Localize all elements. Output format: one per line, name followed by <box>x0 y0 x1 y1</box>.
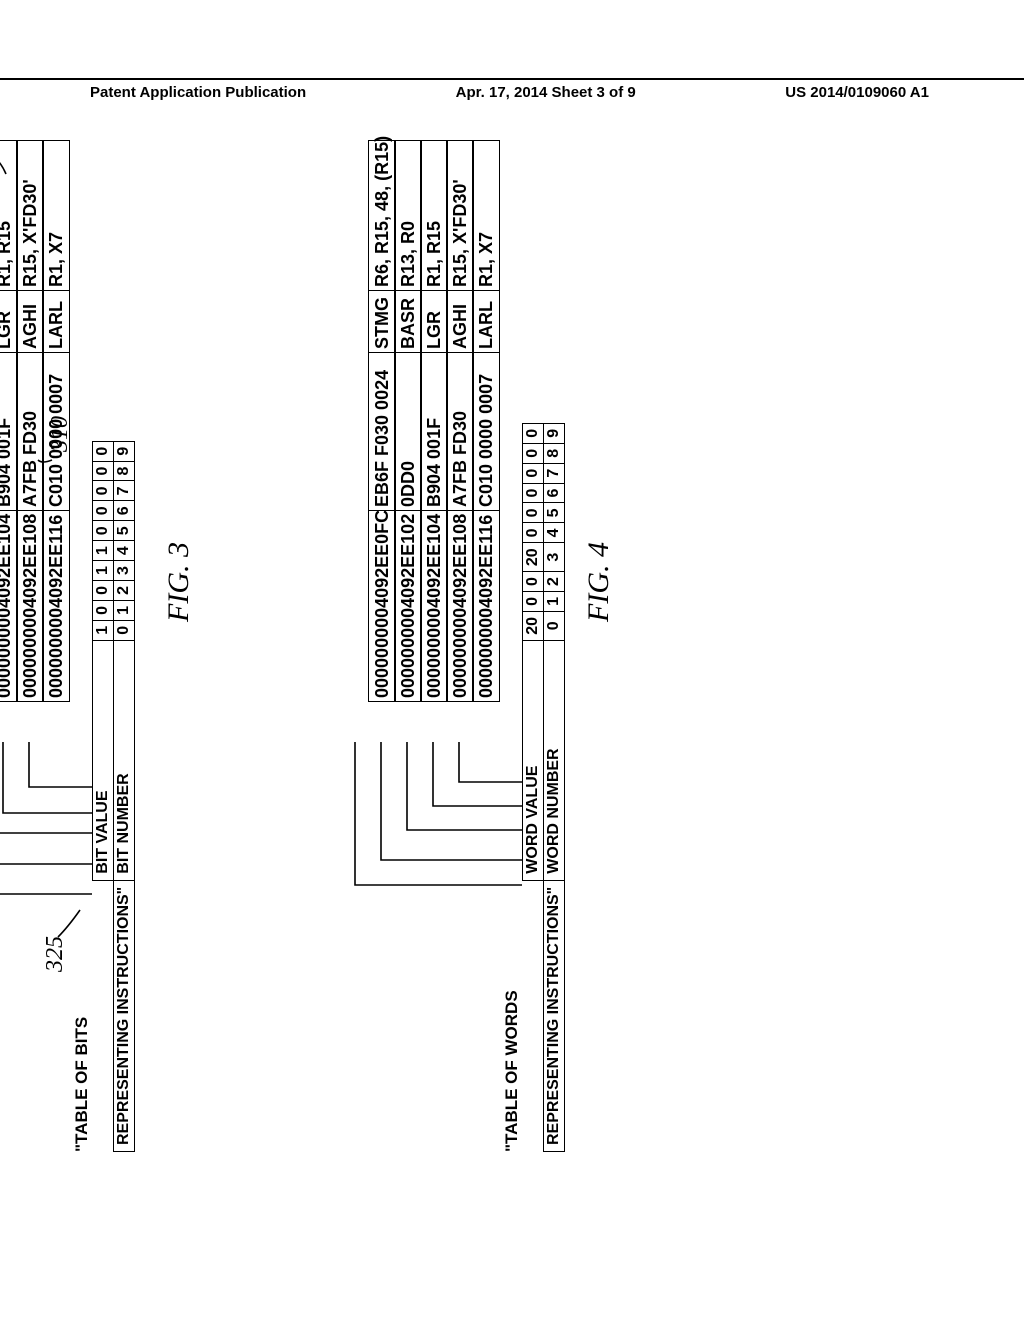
word-cell: 8 <box>544 443 565 463</box>
bit-cell: 3 <box>114 561 135 581</box>
word-cell: 0 <box>523 483 544 503</box>
word-cell: 20 <box>523 611 544 640</box>
bit-cell: 9 <box>114 441 135 461</box>
bit-cell: 0 <box>93 481 114 501</box>
callout-325: 325 <box>42 936 69 972</box>
code-table-fig4: 0000000004092EE0FCEB6F F030 0024STMGR6, … <box>342 140 472 742</box>
word-cell: 0 <box>523 503 544 523</box>
code-row: 0000000004092EE0FCEB6F F030 0024STMGR6, … <box>342 140 368 742</box>
addr-cell: 0000000004092EE102 <box>394 510 422 702</box>
hex-cell: B904 001F <box>420 352 448 510</box>
bit-number-label: BIT NUMBER <box>114 640 135 880</box>
instr-label: REPRESENTING INSTRUCTIONS" <box>544 880 565 1151</box>
operand-cell: R15, X'FD30' <box>446 140 474 290</box>
operand-cell: R1, X7 <box>472 140 500 290</box>
bit-cell: 4 <box>114 541 135 561</box>
bit-cell: 7 <box>114 481 135 501</box>
hex-cell: 0DD0 <box>394 352 422 510</box>
header-mid: Apr. 17, 2014 Sheet 3 of 9 <box>456 84 636 101</box>
word-cell: 4 <box>544 523 565 543</box>
bit-cell: 0 <box>93 600 114 620</box>
code-table-fig3: 0000000004092EE0FCEB6F F030 0024STMGR6, … <box>0 140 42 742</box>
table-title-fig4: "TABLE OF WORDS <box>502 990 522 1152</box>
hex-cell: A7FB FD30 <box>16 352 44 510</box>
bit-value-row: BIT VALUE 1 0 0 1 1 0 0 0 0 0 <box>93 441 114 1151</box>
word-cell: 5 <box>544 503 565 523</box>
operand-cell: R13, R0 <box>394 140 422 290</box>
hex-cell: EB6F F030 0024 <box>368 352 396 510</box>
word-cell: 6 <box>544 483 565 503</box>
bit-value-label: BIT VALUE <box>93 640 114 880</box>
word-number-row: REPRESENTING INSTRUCTIONS" WORD NUMBER 0… <box>544 423 565 1151</box>
addr-cell: 0000000004092EE108 <box>446 510 474 702</box>
bit-cell: 8 <box>114 461 135 481</box>
mnemonic-cell: BASR <box>394 290 422 352</box>
bit-cell: 1 <box>93 541 114 561</box>
bit-cell: 0 <box>114 620 135 640</box>
bit-cell: 1 <box>93 561 114 581</box>
hex-cell: C010 0000 0007 <box>42 352 70 510</box>
bit-cell: 6 <box>114 501 135 521</box>
word-cell: 0 <box>523 572 544 592</box>
word-cell: 0 <box>523 523 544 543</box>
word-cell: 0 <box>523 463 544 483</box>
operand-cell: R1, R15 <box>420 140 448 290</box>
word-cell: 0 <box>544 611 565 640</box>
hex-cell: C010 0000 0007 <box>472 352 500 510</box>
mnemonic-cell: STMG <box>368 290 396 352</box>
table-title-fig3: "TABLE OF BITS <box>72 1017 92 1152</box>
operand-cell: R15, X'FD30' <box>16 140 44 290</box>
bit-cell: 5 <box>114 521 135 541</box>
word-number-label: WORD NUMBER <box>544 640 565 880</box>
page-header: Patent Application Publication Apr. 17, … <box>0 78 1024 101</box>
operand-cell: R6, R15, 48, (R15) <box>368 140 396 290</box>
hex-cell: A7FB FD30 <box>446 352 474 510</box>
addr-cell: 0000000004092EE116 <box>472 510 500 702</box>
word-cell: 7 <box>544 463 565 483</box>
mnemonic-cell: LARL <box>42 290 70 352</box>
bit-cell: 0 <box>93 581 114 601</box>
word-cell: 0 <box>523 443 544 463</box>
word-cell: 9 <box>544 423 565 443</box>
word-value-label: WORD VALUE <box>523 640 544 880</box>
mnemonic-cell: LARL <box>472 290 500 352</box>
word-cell: 20 <box>523 543 544 572</box>
bit-cell: 0 <box>93 441 114 461</box>
bit-table: BIT VALUE 1 0 0 1 1 0 0 0 0 0 REPRESENTI… <box>92 441 135 1152</box>
mnemonic-cell: LGR <box>420 290 448 352</box>
bit-number-row: REPRESENTING INSTRUCTIONS" BIT NUMBER 0 … <box>114 441 135 1151</box>
header-right: US 2014/0109060 A1 <box>785 84 1024 101</box>
word-cell: 0 <box>523 592 544 612</box>
bit-cell: 0 <box>93 521 114 541</box>
word-table: WORD VALUE 20 0 0 20 0 0 0 0 0 0 REPRESE… <box>522 423 565 1152</box>
fig4-caption: FIG. 4 <box>582 542 616 622</box>
bit-cell: 1 <box>93 620 114 640</box>
header-left: Patent Application Publication <box>0 84 306 101</box>
addr-cell: 0000000004092EE116 <box>42 510 70 702</box>
addr-cell: 0000000004092EE0FC <box>368 510 396 702</box>
addr-cell: 0000000004092EE108 <box>16 510 44 702</box>
bit-cell: 2 <box>114 581 135 601</box>
figure-canvas: 302 304 306 308 310 325 0000000004092EE0… <box>0 248 1024 1172</box>
bit-cell: 0 <box>93 501 114 521</box>
mnemonic-cell: AGHI <box>446 290 474 352</box>
word-cell: 0 <box>523 423 544 443</box>
bit-cell: 1 <box>114 600 135 620</box>
word-cell: 3 <box>544 543 565 572</box>
fig3-caption: FIG. 3 <box>162 542 196 622</box>
instr-label: REPRESENTING INSTRUCTIONS" <box>114 880 135 1151</box>
word-cell: 2 <box>544 572 565 592</box>
mnemonic-cell: AGHI <box>16 290 44 352</box>
bit-cell: 0 <box>93 461 114 481</box>
operand-cell: R1, X7 <box>42 140 70 290</box>
word-value-row: WORD VALUE 20 0 0 20 0 0 0 0 0 0 <box>523 423 544 1151</box>
addr-cell: 0000000004092EE104 <box>420 510 448 702</box>
word-cell: 1 <box>544 592 565 612</box>
